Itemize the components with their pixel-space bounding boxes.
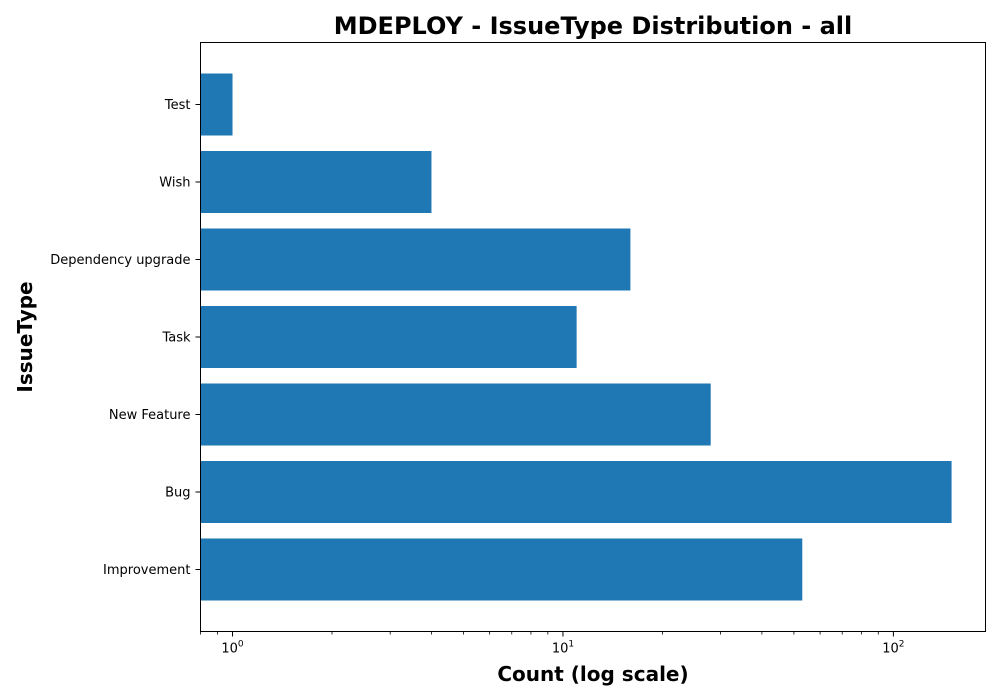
bar-improvement xyxy=(200,538,803,601)
y-tick-label-new-feature: New Feature xyxy=(109,408,191,423)
y-axis-label: IssueType xyxy=(13,281,37,392)
y-tick-label-task: Task xyxy=(161,331,191,346)
y-tick-label-test: Test xyxy=(164,98,191,113)
plot-frame xyxy=(200,42,986,632)
y-tick-label-dependency-upgrade: Dependency upgrade xyxy=(50,253,190,268)
bar-bug xyxy=(200,461,952,523)
y-tick-label-bug: Bug xyxy=(165,486,190,501)
bar-wish xyxy=(200,151,432,213)
x-tick-label: 100 xyxy=(221,640,244,657)
bar-test xyxy=(200,73,233,136)
bar-dependency-upgrade xyxy=(200,228,631,291)
y-tick-label-wish: Wish xyxy=(159,176,190,191)
x-tick-label: 101 xyxy=(552,640,574,657)
x-axis-label: Count (log scale) xyxy=(497,662,688,686)
y-ticks: Improvement Bug New Feature Task Dependency … xyxy=(50,98,201,578)
y-tick-label-improvement: Improvement xyxy=(103,563,190,578)
chart-title: MDEPLOY - IssueType Distribution - all xyxy=(334,12,853,40)
bars-layer xyxy=(200,73,952,601)
x-ticks: 100 101 102 xyxy=(200,631,905,657)
bar-task xyxy=(200,306,577,368)
x-tick-label: 102 xyxy=(882,640,904,657)
bar-new-feature xyxy=(200,383,711,446)
